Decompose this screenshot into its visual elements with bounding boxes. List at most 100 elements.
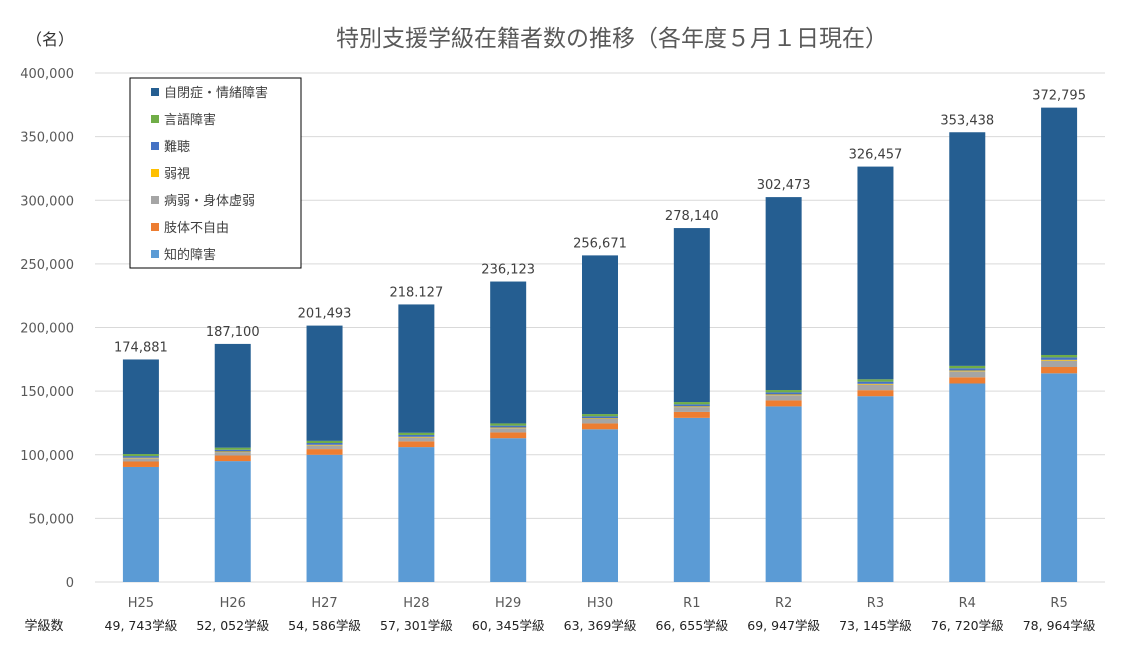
total-data-label: 278,140 (665, 209, 719, 224)
bar-segment (857, 381, 894, 384)
bar-segment (122, 458, 159, 462)
legend-swatch (151, 169, 159, 177)
bar-segment (306, 454, 343, 582)
bar-segment (857, 396, 894, 582)
class-count: 73, 145学級 (839, 618, 912, 633)
class-count: 78, 964学級 (1023, 618, 1096, 633)
legend-swatch (151, 196, 159, 204)
bar-segment (306, 442, 343, 445)
bar-segment (398, 436, 435, 438)
bar-segment (673, 406, 710, 408)
bar-segment (1041, 357, 1078, 360)
x-tick-label: H27 (311, 596, 337, 611)
x-tick-label: R1 (683, 596, 700, 611)
bar-segment (765, 197, 802, 391)
bar-segment (765, 394, 802, 396)
x-tick-label: H30 (587, 596, 613, 611)
bar-segment (398, 437, 435, 442)
bar-segment (949, 365, 986, 369)
bar-segment (949, 377, 986, 384)
bar-segment (673, 228, 710, 403)
bar-segment (398, 304, 435, 433)
bar-segment (765, 392, 802, 395)
bar-segment (398, 441, 435, 448)
bar-segment (765, 406, 802, 582)
bar-segment (673, 417, 710, 582)
bar-segment (214, 447, 251, 450)
total-data-label: 174,881 (114, 340, 168, 355)
y-tick-label: 350,000 (20, 131, 74, 146)
bar-segment (949, 370, 986, 372)
total-data-label: 201,493 (298, 307, 352, 322)
bar-segment (490, 428, 527, 433)
bar-segment (765, 395, 802, 401)
bar-segment (949, 132, 986, 366)
total-data-label: 302,473 (757, 178, 811, 193)
bar-segment (857, 379, 894, 382)
bar-segment (1041, 360, 1078, 368)
bar-segment (214, 343, 251, 448)
x-tick-label: H28 (403, 596, 429, 611)
bar-segment (582, 418, 618, 424)
y-tick-label: 250,000 (20, 258, 74, 273)
legend-label: 弱視 (164, 167, 190, 182)
bar-segment (582, 423, 618, 430)
bar-segment (398, 447, 435, 582)
bar-segment (306, 449, 343, 455)
x-tick-label: R3 (867, 596, 884, 611)
bar-segment (949, 383, 986, 582)
class-count: 66, 655学級 (655, 618, 728, 633)
bar-segment (490, 425, 527, 428)
class-count-label: 学級数 (24, 618, 63, 634)
class-count: 60, 345学級 (472, 618, 545, 633)
legend-label: 肢体不自由 (164, 220, 229, 236)
bar-segment (673, 402, 710, 405)
bar-segment (1041, 373, 1078, 582)
total-data-label: 187,100 (206, 325, 260, 340)
total-data-label: 236,123 (481, 263, 535, 278)
bar-segment (582, 255, 618, 415)
bar-segment (122, 359, 159, 455)
bar-segment (490, 432, 527, 439)
legend-swatch (151, 115, 159, 123)
legend-label: 言語障害 (164, 112, 216, 128)
class-count: 57, 301学級 (380, 618, 453, 633)
bar-segment (306, 445, 343, 450)
y-tick-label: 200,000 (20, 322, 74, 337)
total-data-label: 256,671 (573, 236, 627, 251)
chart-title: 特別支援学級在籍者数の推移（各年度５月１日現在） (336, 26, 888, 52)
bar-segment (582, 418, 618, 419)
bar-segment (673, 404, 710, 407)
x-tick-label: R2 (775, 596, 792, 611)
bar-segment (490, 438, 527, 582)
bar-segment (949, 368, 986, 371)
legend-swatch (151, 223, 159, 231)
total-data-label: 353,438 (940, 113, 994, 128)
bar-segment (1041, 107, 1078, 355)
total-data-label: 372,795 (1032, 89, 1086, 104)
bar-segment (673, 411, 710, 418)
bar-segment (398, 434, 435, 437)
legend-swatch (151, 88, 159, 96)
x-tick-label: H29 (495, 596, 521, 611)
class-count: 52, 052学級 (196, 618, 269, 633)
bar-segment (490, 423, 527, 426)
bar-segment (398, 432, 435, 435)
legend-label: 自閉症・情緒障害 (164, 85, 268, 101)
bar-segment (857, 383, 894, 385)
bar-segment (490, 427, 527, 429)
class-count: 63, 369学級 (564, 618, 637, 633)
bar-segment (122, 457, 159, 459)
legend-label: 病弱・身体虚弱 (164, 193, 255, 209)
bar-segment (857, 390, 894, 397)
bar-segment (122, 454, 159, 457)
legend-swatch (151, 250, 159, 258)
y-tick-label: 0 (66, 576, 74, 591)
x-tick-label: H25 (128, 596, 154, 611)
y-tick-label: 150,000 (20, 385, 74, 400)
y-tick-label: 400,000 (20, 67, 74, 82)
bar-segment (1041, 367, 1078, 374)
x-tick-label: H26 (220, 596, 246, 611)
class-count: 69, 947学級 (747, 618, 820, 633)
